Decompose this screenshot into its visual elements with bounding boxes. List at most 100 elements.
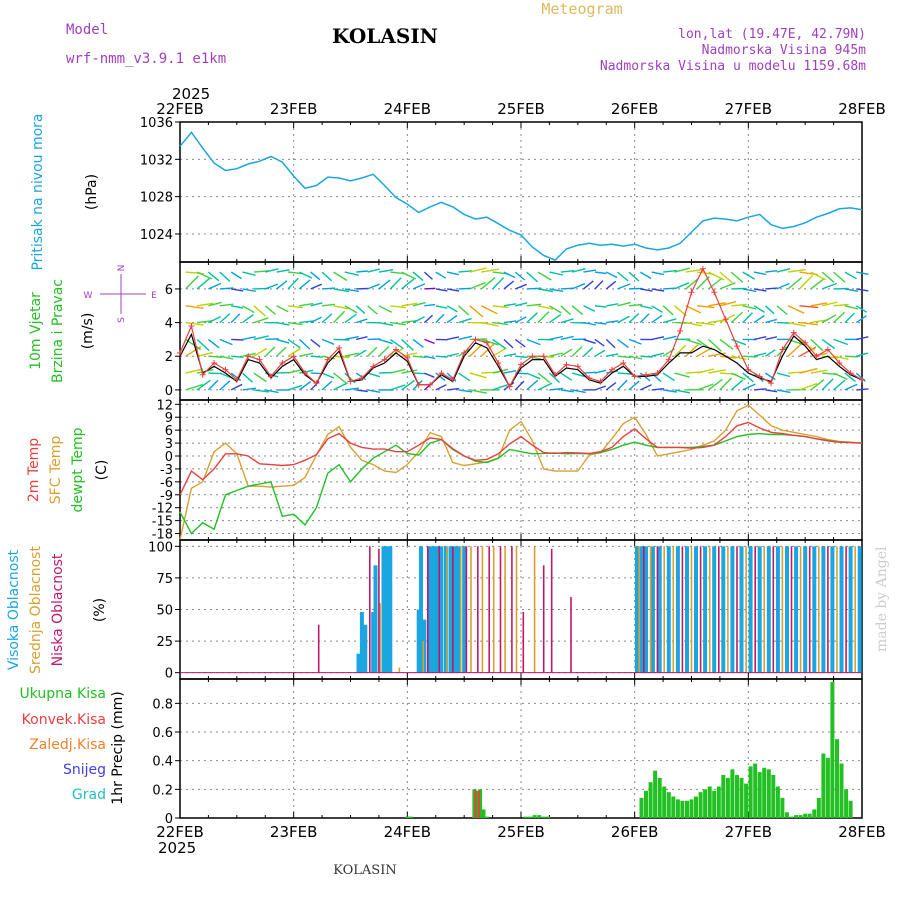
- wind-speed-marker: [495, 359, 502, 366]
- wind-arrow: [742, 288, 757, 293]
- wind-speed-marker: [859, 376, 865, 383]
- wind-arrow: [742, 383, 756, 391]
- wind-arrow: [571, 268, 586, 273]
- wind-arrow: [514, 338, 526, 348]
- model-name: wrf-nmm_v3.9.1 e1km: [66, 51, 226, 67]
- precip-bar-total: [537, 815, 542, 818]
- wind-speed-marker: [472, 336, 479, 343]
- cloud-bar-high: [721, 546, 726, 673]
- y-tick-label: 3: [165, 437, 173, 452]
- wind-arrow: [765, 389, 778, 393]
- wind-arrow: [753, 271, 767, 276]
- wind-arrow: [731, 355, 747, 360]
- cloud-low-ylabel: Niska Oblacnost: [50, 553, 66, 666]
- wind-arrow: [537, 311, 550, 324]
- wind-arrow: [412, 372, 427, 375]
- top-time-label: 23FEB: [270, 100, 317, 118]
- wind-arrow: [742, 355, 757, 358]
- top-time-label: 28FEB: [838, 100, 885, 118]
- cloud-bar-high: [381, 546, 386, 673]
- y-tick-label: 50: [156, 604, 173, 619]
- wind-arrow: [344, 352, 359, 357]
- wind-arrow: [594, 280, 604, 290]
- wind-speed-marker: [665, 356, 672, 363]
- wind-arrow: [435, 288, 448, 292]
- wind-arrow: [742, 305, 757, 310]
- wind-arrow: [719, 271, 733, 284]
- cloud-bar-high: [431, 546, 436, 673]
- wind-speed-marker: [699, 265, 706, 272]
- cloud-bar-high: [462, 546, 467, 673]
- wind-arrow: [821, 282, 838, 290]
- wind-arrow: [697, 305, 715, 309]
- wind-arrow: [390, 368, 406, 374]
- bottom-time-label: 22FEB: [156, 823, 203, 841]
- wind-arrow: [651, 314, 663, 324]
- y-tick-label: -15: [152, 515, 173, 530]
- wind-arrow: [333, 271, 348, 281]
- wind-arrow: [287, 305, 303, 309]
- wind-arrow: [560, 287, 574, 290]
- wind-arrow: [776, 305, 788, 316]
- wind-arrow: [321, 271, 333, 282]
- wind-arrow: [435, 372, 446, 381]
- wind-arrow: [503, 303, 517, 307]
- cloud-bar-high: [448, 546, 453, 673]
- cloud-bar-high: [428, 546, 433, 673]
- y-tick-label: 0.4: [152, 755, 173, 770]
- wind-arrow: [810, 278, 825, 290]
- cloud-bar-high: [830, 546, 835, 673]
- wind-arrow: [856, 271, 869, 275]
- wind-arrow: [822, 301, 838, 307]
- wind-speed-marker: [790, 329, 797, 336]
- wind-arrow: [594, 338, 605, 347]
- top-time-label: 22FEB: [156, 100, 203, 118]
- y-tick-label: 1024: [140, 228, 173, 243]
- cloud-bar-high: [712, 546, 717, 673]
- wind-arrow: [242, 372, 253, 383]
- wind-arrow: [765, 287, 778, 290]
- wind-arrow: [446, 305, 458, 313]
- wind-arrow: [674, 372, 690, 378]
- wind-arrow: [583, 346, 594, 357]
- wind-arrow: [196, 277, 211, 290]
- y-tick-label: 75: [156, 572, 173, 587]
- wind-arrow: [196, 302, 214, 307]
- wind-arrow: [412, 271, 424, 281]
- wind-arrow: [799, 321, 819, 326]
- cloud-bar-high: [675, 546, 680, 673]
- temp-2m-ylabel: 2m Temp: [26, 438, 42, 502]
- wind-arrow: [458, 305, 470, 316]
- y-tick-label: 12: [156, 398, 173, 413]
- wind-arrow: [435, 271, 447, 279]
- wind-arrow: [367, 346, 378, 357]
- wind-arrow: [844, 372, 856, 383]
- wind-arrow: [458, 389, 473, 393]
- top-time-label: 26FEB: [611, 100, 658, 118]
- footer-station: KOLASIN: [333, 863, 396, 878]
- wind-arrow: [264, 346, 276, 357]
- cloud-bar-high: [848, 546, 853, 673]
- wind-arrow: [651, 372, 662, 383]
- wind-speed-marker: [279, 359, 286, 366]
- cloud-bar-high: [416, 609, 421, 673]
- top-time-axis: 22FEB 23FEB 24FEB 25FEB 26FEB 27FEB 28FEB: [156, 100, 885, 118]
- wind-arrow: [844, 312, 855, 324]
- y-tick-label: 0.8: [152, 697, 173, 712]
- wind-arrow: [253, 347, 268, 357]
- precip-bar-total: [653, 770, 658, 818]
- precip-bar-total: [825, 757, 830, 818]
- precip-bar-total: [848, 800, 853, 818]
- wind-arrow: [537, 372, 551, 384]
- bottom-time-label: 28FEB: [838, 823, 885, 841]
- wind-arrow: [253, 305, 266, 317]
- cloud-bar-high: [388, 546, 393, 673]
- wind-speed-marker: [824, 346, 831, 353]
- y-tick-label: -12: [152, 502, 173, 517]
- wind-arrow: [344, 305, 358, 314]
- wind-arrow: [480, 277, 496, 290]
- wind-arrow: [651, 388, 665, 391]
- wind-arrow: [594, 369, 607, 374]
- wind-arrow: [447, 387, 460, 391]
